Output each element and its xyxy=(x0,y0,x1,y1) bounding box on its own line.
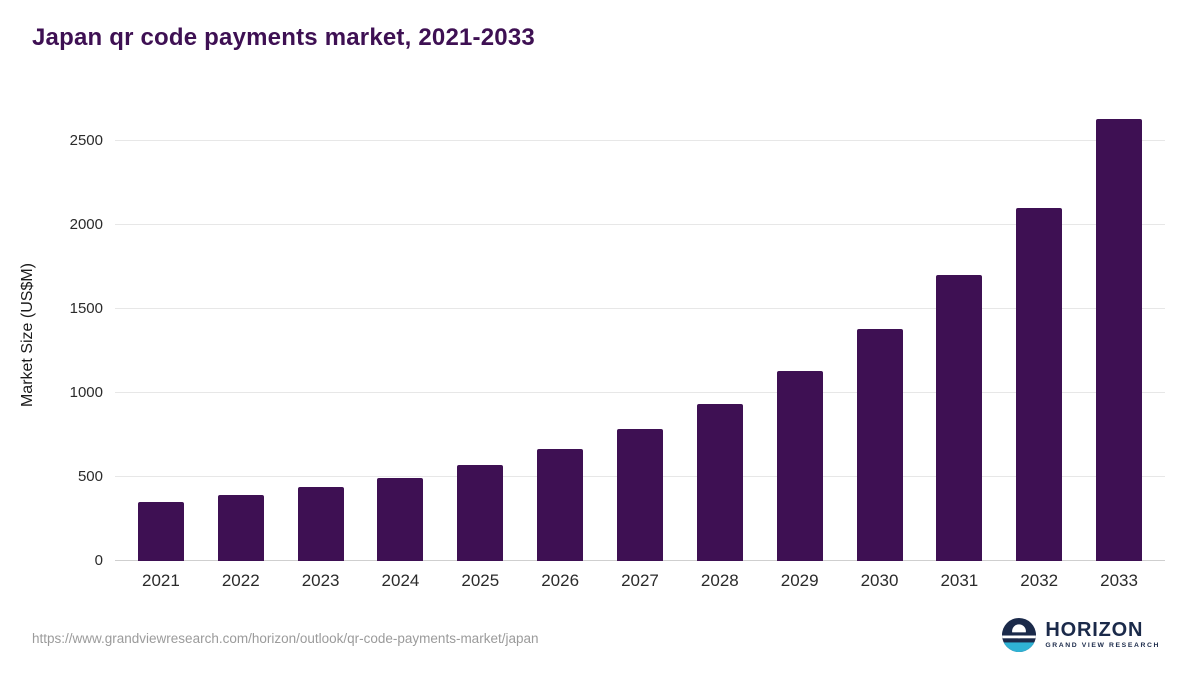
x-tick-label-2027: 2027 xyxy=(621,571,659,590)
gridline-2500 xyxy=(115,139,1165,141)
bar-2023 xyxy=(297,487,344,561)
x-tick-label-2022: 2022 xyxy=(221,571,260,590)
bar-2033 xyxy=(1096,119,1143,561)
horizon-logo-icon xyxy=(1002,618,1037,652)
x-tick-label-2032: 2032 xyxy=(1020,571,1059,590)
bar-2030 xyxy=(856,329,903,561)
y-tick-label-0: 0 xyxy=(94,552,103,569)
logo-name: HORIZON xyxy=(1045,619,1144,642)
bar-2021 xyxy=(137,502,184,561)
bar-cell-2022 xyxy=(201,110,281,561)
bar-2029 xyxy=(776,371,823,561)
bar-cell-2026 xyxy=(520,110,600,561)
gridline-1000 xyxy=(115,391,1165,393)
x-tick-label-2030: 2030 xyxy=(860,571,899,590)
bar-2024 xyxy=(377,477,424,561)
bar-cell-2030 xyxy=(840,110,920,561)
bar-2031 xyxy=(936,275,983,561)
logo-text: HORIZON GRAND VIEW RESEARCH xyxy=(1045,620,1160,650)
x-tick-label-2033: 2033 xyxy=(1100,571,1138,590)
bar-2028 xyxy=(696,403,743,561)
x-tick-label-2029: 2029 xyxy=(780,571,819,590)
horizon-logo: HORIZON GRAND VIEW RESEARCH xyxy=(1002,618,1160,652)
gridline-1500 xyxy=(115,307,1165,309)
y-axis-ticks: 0 500 1000 1500 2000 2500 xyxy=(48,110,103,569)
x-tick-label-2031: 2031 xyxy=(940,571,979,590)
y-tick-label-2500: 2500 xyxy=(69,131,103,149)
bar-2027 xyxy=(616,429,663,561)
bar-cell-2024 xyxy=(361,110,441,561)
y-tick-label-1500: 1500 xyxy=(69,299,103,317)
y-tick-label-2000: 2000 xyxy=(69,215,103,233)
bar-2025 xyxy=(457,465,504,561)
x-tick-label-2024: 2024 xyxy=(381,571,420,590)
chart-title: Japan qr code payments market, 2021-2033 xyxy=(32,24,535,51)
bar-cell-2028 xyxy=(680,110,760,561)
x-axis-ticks: 2021 2022 2023 2024 2025 2026 2027 2028 2029 2030… xyxy=(115,571,1165,591)
logo-tagline: GRAND VIEW RESEARCH xyxy=(1045,642,1160,650)
x-tick-label-2023: 2023 xyxy=(301,571,340,590)
bar-cell-2029 xyxy=(760,110,840,561)
bar-cell-2021 xyxy=(121,110,201,561)
x-tick-label-2025: 2025 xyxy=(461,571,500,590)
source-url: https://www.grandviewresearch.com/horizo… xyxy=(32,631,539,646)
bar-cell-2023 xyxy=(281,110,361,561)
bar-2026 xyxy=(537,449,584,561)
x-tick-label-2026: 2026 xyxy=(541,571,580,590)
bar-cell-2033 xyxy=(1079,110,1159,561)
bar-series xyxy=(115,110,1165,561)
x-tick-label-2021: 2021 xyxy=(142,571,180,590)
y-tick-label-1000: 1000 xyxy=(69,383,103,401)
y-axis-label: Market Size (US$M) xyxy=(19,262,36,408)
bar-2022 xyxy=(217,495,264,561)
x-tick-label-2028: 2028 xyxy=(700,571,739,590)
gridline-2000 xyxy=(115,223,1165,225)
plot-area xyxy=(115,110,1165,561)
y-tick-label-500: 500 xyxy=(77,467,103,485)
bar-cell-2025 xyxy=(440,110,520,561)
bar-2032 xyxy=(1016,208,1063,561)
bar-cell-2031 xyxy=(919,110,999,561)
bar-cell-2027 xyxy=(600,110,680,561)
bar-cell-2032 xyxy=(999,110,1079,561)
